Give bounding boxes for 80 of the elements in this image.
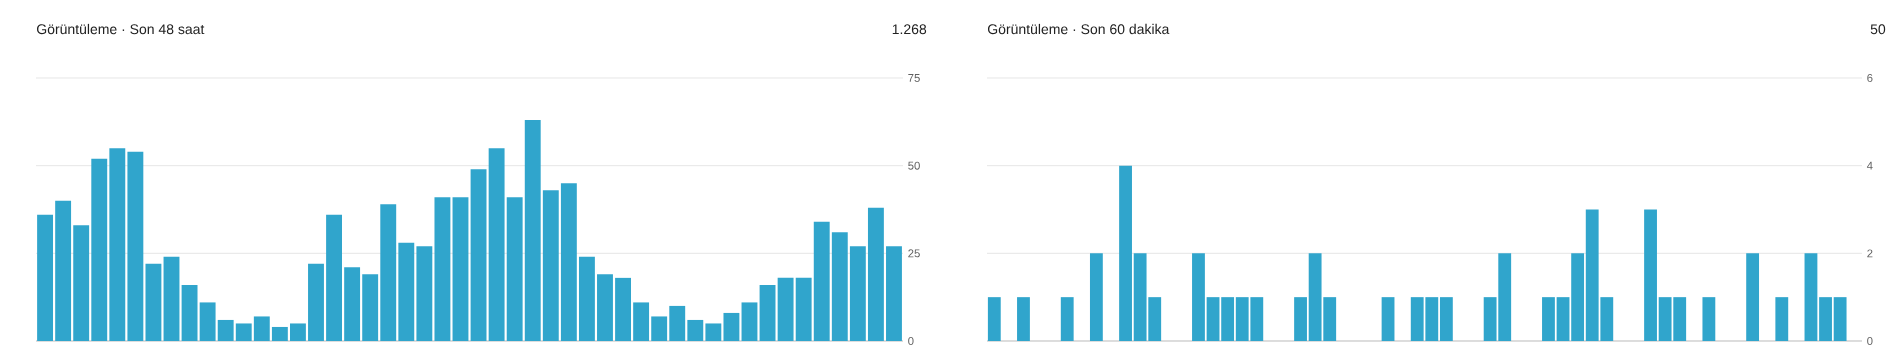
bar — [145, 263, 162, 341]
bar — [398, 242, 415, 341]
y-tick-label: 0 — [908, 336, 914, 345]
y-tick-label: 75 — [908, 74, 920, 82]
bar — [470, 169, 487, 341]
bar — [289, 323, 306, 341]
bar — [633, 302, 650, 341]
bar — [91, 158, 108, 341]
bar — [1556, 297, 1570, 341]
bar — [867, 207, 884, 341]
bar — [1192, 253, 1205, 341]
bar — [849, 246, 866, 341]
bar — [886, 246, 902, 341]
bar — [1571, 253, 1585, 341]
bar — [741, 302, 758, 341]
bar — [55, 200, 72, 341]
bar — [723, 312, 740, 341]
bar — [651, 316, 668, 341]
bar — [380, 204, 397, 341]
bar — [1819, 297, 1832, 341]
bar — [542, 190, 559, 341]
bar — [199, 302, 216, 341]
bar — [73, 225, 90, 341]
y-tick-label: 50 — [908, 161, 920, 170]
bar — [705, 323, 722, 341]
bar — [434, 197, 451, 341]
bar — [488, 148, 505, 341]
bar — [1702, 297, 1716, 341]
chart-title: Görüntüleme · Son 48 saat — [37, 23, 205, 35]
y-tick-label: 0 — [1867, 336, 1873, 345]
bar — [127, 151, 144, 341]
bar — [506, 197, 523, 341]
bar — [362, 274, 379, 341]
bar — [578, 256, 595, 341]
bar — [687, 319, 704, 341]
bar — [308, 263, 324, 341]
bar — [1294, 297, 1307, 341]
text: 1.268 — [892, 24, 927, 35]
bar — [524, 120, 541, 341]
bar — [1119, 165, 1132, 341]
bar — [1775, 297, 1789, 341]
bar — [416, 246, 433, 341]
bar — [813, 221, 830, 341]
bar — [987, 297, 1001, 341]
bar — [831, 232, 848, 341]
bar — [1804, 253, 1818, 341]
bar — [1221, 297, 1235, 341]
bar — [181, 284, 198, 341]
bar — [615, 277, 631, 341]
bar — [37, 214, 54, 341]
bar — [344, 267, 361, 341]
bar — [1017, 297, 1030, 341]
bar — [597, 274, 613, 341]
bar — [1833, 297, 1847, 341]
bar — [217, 319, 234, 341]
bar — [1746, 253, 1760, 341]
bar — [1542, 297, 1555, 341]
bar — [1381, 297, 1395, 341]
y-tick-label: 2 — [1867, 249, 1873, 258]
bar — [271, 326, 288, 341]
bar — [1439, 297, 1453, 341]
y-tick-label: 6 — [1867, 74, 1873, 83]
bar — [109, 148, 126, 341]
bar — [326, 214, 342, 341]
bar — [795, 277, 812, 341]
bar — [777, 277, 794, 341]
y-tick-label: 25 — [908, 249, 920, 258]
bar — [759, 284, 776, 341]
y-tick-label: 4 — [1866, 161, 1873, 170]
bar — [1206, 297, 1220, 341]
bar — [1060, 297, 1074, 341]
bar — [560, 183, 577, 341]
bar — [452, 197, 469, 341]
bar — [253, 316, 270, 341]
bar — [669, 305, 686, 341]
bar — [1089, 253, 1103, 341]
chart-title: Görüntüleme · Son 60 dakika — [987, 23, 1170, 35]
bar — [163, 256, 180, 341]
bar — [235, 323, 252, 341]
bar — [1644, 209, 1657, 341]
